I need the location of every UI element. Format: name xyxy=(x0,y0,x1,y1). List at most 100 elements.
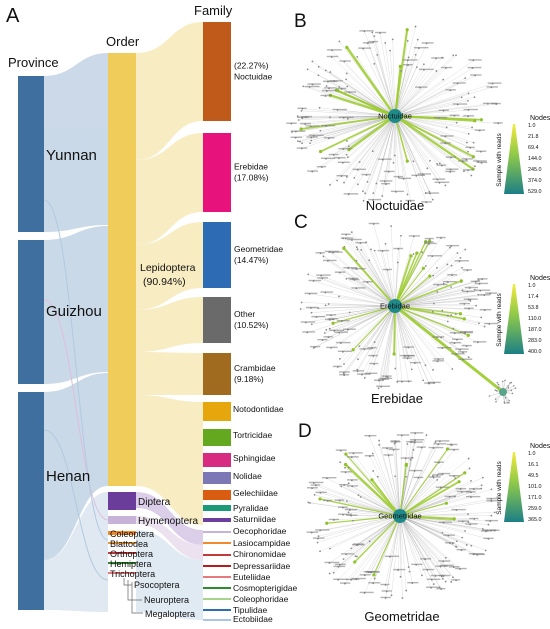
legend-axis-label: Sample with reads xyxy=(496,133,503,187)
flow-lep-other xyxy=(136,297,203,352)
node-family-oecophoridae xyxy=(203,531,231,533)
legend-tick: 69.4 xyxy=(528,145,539,151)
node-family-tipulidae xyxy=(203,609,231,611)
network-hub-node xyxy=(388,109,402,123)
legend-tick: 259.0 xyxy=(528,506,542,512)
node-family-crambidae xyxy=(203,353,231,395)
legend-tick: 283.0 xyxy=(528,338,542,344)
label-family-oecophoridae: Oecophoridae xyxy=(233,526,287,536)
leader-line-neuroptera xyxy=(127,580,142,601)
label-coleoptera: Coleoptera xyxy=(110,529,154,539)
label-family-name: Noctuidae xyxy=(234,72,273,82)
legend-tick: 49.5 xyxy=(528,473,539,479)
node-family-ectobiidae xyxy=(203,619,231,621)
panel-a-sankey: A Province Order Family xyxy=(6,3,298,624)
label-family-gelechiidae: Gelechiidae xyxy=(233,488,278,498)
panel-label-b: B xyxy=(294,11,307,32)
flow-henan-lepidoptera xyxy=(44,373,108,560)
label-neuroptera: Neuroptera xyxy=(144,595,189,605)
leader-line-megaloptera xyxy=(131,582,143,614)
column-title-order: Order xyxy=(106,34,140,49)
node-family-depressariidae xyxy=(203,565,231,567)
legend-tick: 53.8 xyxy=(528,305,539,311)
label-family-depressariidae: Depressariidae xyxy=(233,561,290,571)
node-family-chironomidae xyxy=(203,554,231,556)
node-diptera xyxy=(108,492,136,510)
label-family-saturniidae: Saturniidae xyxy=(233,514,276,524)
label-blattodea: Blattodea xyxy=(110,539,148,549)
legend-tick: 17.4 xyxy=(528,294,539,300)
node-henan xyxy=(18,392,44,610)
label-family-name: Other xyxy=(234,309,255,319)
network-node-labels xyxy=(306,432,500,599)
node-hemiptera xyxy=(108,562,136,564)
legend-tick: 187.0 xyxy=(528,327,542,333)
label-guizhou: Guizhou xyxy=(46,303,102,320)
node-family-geometridae xyxy=(203,222,231,288)
legend-title: Nodes xyxy=(530,443,550,450)
panel-label-c: C xyxy=(294,212,308,233)
legend-color-wedge xyxy=(504,452,524,522)
node-family-euteliidae xyxy=(203,576,231,578)
label-family-coleophoridae: Coleophoridae xyxy=(233,594,289,604)
label-hemiptera: Hemiptera xyxy=(110,559,152,569)
node-family-erebidae xyxy=(203,133,231,212)
flow-thread-3 xyxy=(43,429,109,581)
label-orthoptera: Orthoptera xyxy=(110,549,153,559)
label-family-notodontidae: Notodontidae xyxy=(233,404,284,414)
flows-order-family xyxy=(136,22,203,620)
label-psocoptera: Psocoptera xyxy=(134,580,180,590)
flows-province-order xyxy=(43,53,109,612)
label-family-pct: (17.08%) xyxy=(234,173,269,183)
label-family-name: Crambidae xyxy=(234,363,276,373)
node-family-lasiocampidae xyxy=(203,542,231,544)
panel-label-d: D xyxy=(298,421,312,442)
flow-diptera xyxy=(136,492,203,545)
flow-lep-erebidae xyxy=(136,133,203,245)
flow-to-minor-orders xyxy=(44,492,108,612)
label-trichoptera: Trichoptera xyxy=(110,569,155,579)
node-coleoptera xyxy=(108,531,136,535)
legend-tick: 110.0 xyxy=(528,316,541,322)
column-title-province: Province xyxy=(8,55,59,70)
legend-tick: 365.0 xyxy=(528,517,542,523)
flow-guizhou-lepidoptera xyxy=(44,226,108,384)
caption-noctuidae: Noctuidae xyxy=(366,198,425,213)
label-lepidoptera-pct: (90.94%) xyxy=(143,276,186,288)
network-noctuidae: Noctuidae xyxy=(286,25,503,204)
network-erebidae: Erebidae xyxy=(299,222,517,404)
family-minor-nodes: Notodontidae Tortricidae Sphingidae Nolidae… xyxy=(203,402,298,624)
network-node-labels xyxy=(286,30,503,203)
flow-lep-noctuidae xyxy=(136,22,203,160)
node-family-tortricidae xyxy=(203,429,231,446)
flow-lep-crambidae xyxy=(136,352,203,395)
flow-hymenoptera xyxy=(136,516,203,560)
legend-tick: 1.0 xyxy=(528,451,536,457)
label-family-pct: (10.52%) xyxy=(234,320,269,330)
node-family-noctuidae xyxy=(203,22,231,121)
node-blattodea xyxy=(108,542,136,544)
label-family-tipulidae: Tipulidae xyxy=(233,605,267,615)
label-yunnan: Yunnan xyxy=(46,147,97,164)
legend-axis-label: Sample with reads xyxy=(496,461,503,515)
node-family-cosmopterigidae xyxy=(203,587,231,589)
flow-lep-geometridae xyxy=(136,222,203,310)
label-family-lasiocampidae: Lasiocampidae xyxy=(233,538,290,548)
legend-color-wedge xyxy=(504,284,524,354)
legend-tick: 245.0 xyxy=(528,167,542,173)
label-family-sphingidae: Sphingidae xyxy=(233,453,276,463)
legend-tick: 171.0 xyxy=(528,495,542,501)
panel-label-a: A xyxy=(6,5,20,27)
label-hymenoptera: Hymenoptera xyxy=(138,516,198,527)
label-family-ectobiidae: Ectobiidae xyxy=(233,614,273,624)
legend-axis-label: Sample with reads xyxy=(496,293,503,347)
node-family-pyralidae xyxy=(203,505,231,511)
flow-thread-1 xyxy=(43,299,109,521)
node-family-other xyxy=(203,297,231,343)
label-family-cosmopterigidae: Cosmopterigidae xyxy=(233,583,298,593)
label-henan: Henan xyxy=(46,468,90,485)
caption-erebidae: Erebidae xyxy=(371,391,423,406)
